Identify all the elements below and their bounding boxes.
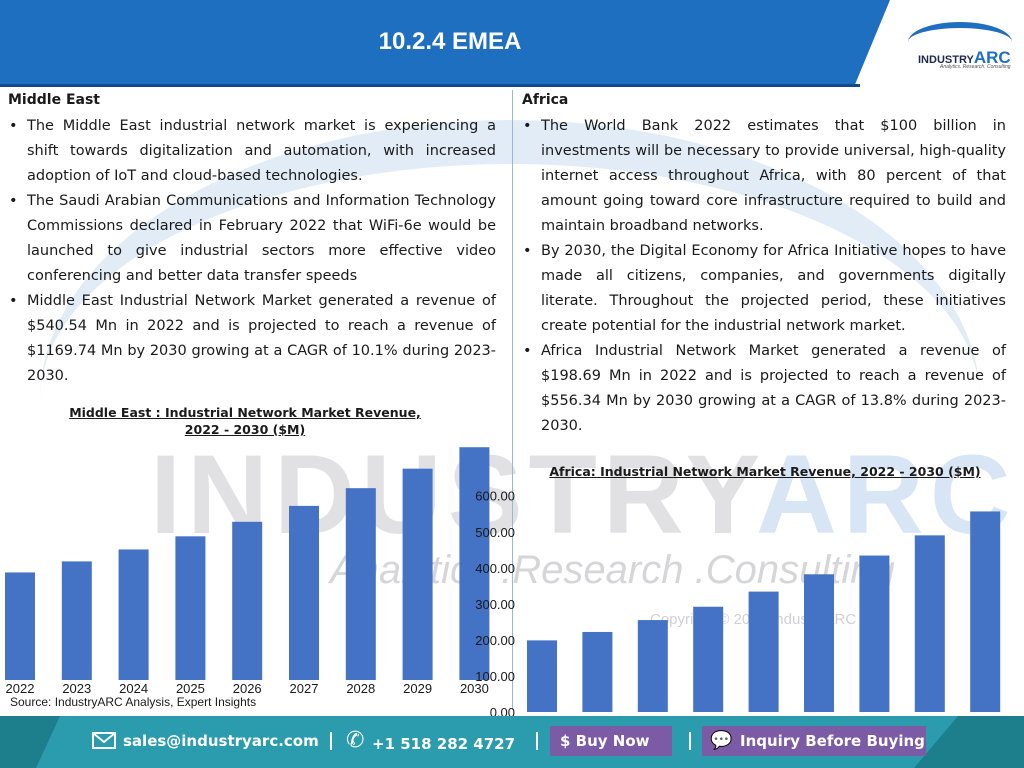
bullet-item: Middle East Industrial Network Market ge…	[8, 289, 496, 389]
x-tick-label: 2023	[62, 681, 91, 696]
page-title: 10.2.4 EMEA	[378, 28, 522, 55]
column-divider	[512, 90, 513, 710]
bullet-item: The World Bank 2022 estimates that $100 …	[522, 114, 1006, 239]
y-tick-label: 500.00	[475, 525, 515, 540]
footer-separator	[330, 732, 332, 750]
y-tick-label: 100.00	[475, 669, 515, 684]
bullet-item: The Saudi Arabian Communications and Inf…	[8, 189, 496, 289]
bar	[859, 555, 890, 712]
chart-title-line: Middle East : Industrial Network Market …	[69, 405, 421, 420]
phone-icon: ✆	[346, 728, 365, 753]
x-tick-label: 2025	[176, 681, 205, 696]
logo-arc-icon	[908, 22, 1012, 62]
logo-wordmark: INDUSTRYARC	[918, 48, 1011, 67]
buy-now-button[interactable]: $ Buy Now	[550, 726, 672, 756]
header-stripe	[0, 84, 860, 87]
bar	[175, 536, 206, 680]
middle-east-bullets: The Middle East industrial network marke…	[8, 114, 496, 389]
bar	[637, 620, 668, 712]
middle-east-section: Middle East The Middle East industrial n…	[8, 90, 496, 389]
footer-separator	[536, 732, 538, 750]
footer-accent-right	[914, 716, 1024, 768]
africa-bullets: The World Bank 2022 estimates that $100 …	[522, 114, 1006, 439]
y-tick-label: 300.00	[475, 597, 515, 612]
bar	[970, 511, 1001, 712]
email-link[interactable]: sales@industryarc.com	[123, 732, 319, 750]
bar	[459, 447, 490, 680]
chart-title-line: 2022 - 2030 ($M)	[184, 422, 306, 437]
x-tick-label: 2030	[460, 681, 489, 696]
africa-chart-title: Africa: Industrial Network Market Revenu…	[549, 464, 981, 479]
bar	[118, 549, 149, 680]
watermark-wordmark: INDUSTRYARC	[150, 432, 1017, 557]
bar	[748, 591, 779, 712]
x-tick-label: 2026	[233, 681, 262, 696]
envelope-icon	[92, 732, 116, 753]
bar	[402, 468, 433, 680]
x-tick-label: 2022	[6, 681, 35, 696]
africa-heading: Africa	[522, 92, 569, 108]
bar	[693, 606, 724, 712]
y-tick-label: 200.00	[475, 633, 515, 648]
footer-accent-left	[0, 716, 60, 768]
bar	[61, 561, 92, 680]
logo-tagline: Analytics. Research. Consulting	[940, 64, 1011, 70]
x-tick-label: 2027	[290, 681, 319, 696]
footer-separator	[689, 732, 691, 750]
bar	[289, 505, 319, 680]
header-banner: 10.2.4 EMEA INDUSTRYARC Analytics. Resea…	[0, 0, 1024, 87]
bullet-item: The Middle East industrial network marke…	[8, 114, 496, 189]
africa-bar-chart: 0.00100.00200.00300.00400.00500.00600.00…	[475, 489, 1001, 731]
header-background	[0, 0, 890, 86]
middle-east-chart-title: Middle East : Industrial Network Market …	[40, 404, 450, 438]
bar	[582, 631, 613, 712]
phone-link[interactable]: +1 518 282 4727	[372, 735, 516, 753]
chat-icon: 💬	[710, 730, 733, 751]
africa-section: Africa The World Bank 2022 estimates tha…	[522, 90, 1006, 439]
bullet-item: By 2030, the Digital Economy for Africa …	[522, 239, 1006, 339]
bar	[345, 488, 376, 680]
y-tick-label: 600.00	[475, 489, 515, 504]
inquiry-before-buying-button[interactable]: 💬 Inquiry Before Buying	[702, 726, 926, 756]
bullet-item: Africa Industrial Network Market generat…	[522, 339, 1006, 439]
source-note: Source: IndustryARC Analysis, Expert Ins…	[10, 695, 257, 709]
x-tick-label: 2028	[346, 681, 375, 696]
bar	[232, 521, 263, 680]
inquiry-label: Inquiry Before Buying	[740, 732, 925, 750]
industryarc-logo: INDUSTRYARC Analytics. Research. Consult…	[900, 20, 1016, 72]
x-tick-label: 2024	[119, 681, 148, 696]
footer-bar: sales@industryarc.com ✆ +1 518 282 4727 …	[0, 716, 1024, 768]
middle-east-bar-chart: 2022 2023 2024 2025 2026 2027 2028 2029 2030	[5, 447, 490, 696]
y-tick-label: 400.00	[475, 561, 515, 576]
bar	[527, 640, 557, 712]
bar	[914, 535, 945, 712]
middle-east-heading: Middle East	[8, 92, 100, 108]
bar	[804, 574, 834, 712]
bar	[5, 572, 35, 680]
x-tick-label: 2029	[403, 681, 432, 696]
